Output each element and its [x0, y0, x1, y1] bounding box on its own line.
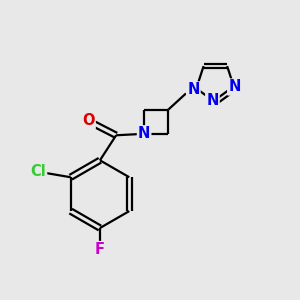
Text: N: N: [187, 82, 200, 98]
Text: F: F: [95, 242, 105, 257]
Text: N: N: [206, 93, 219, 108]
Text: N: N: [228, 80, 241, 94]
Text: Cl: Cl: [30, 164, 46, 179]
Text: O: O: [82, 113, 95, 128]
Text: N: N: [138, 126, 150, 141]
